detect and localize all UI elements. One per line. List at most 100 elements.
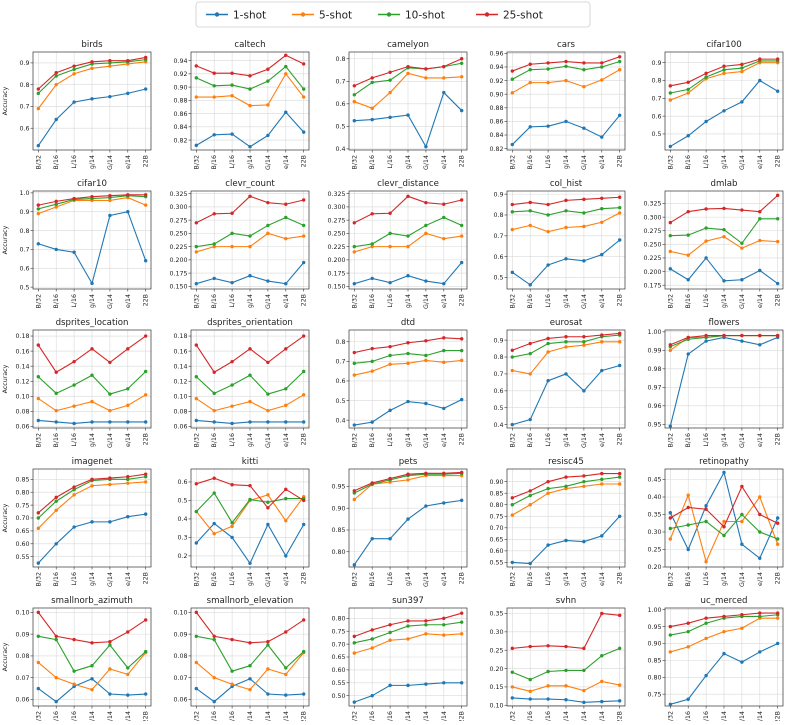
axes-frame xyxy=(506,468,626,568)
data-point-25-shot xyxy=(143,193,148,197)
data-point-25-shot xyxy=(600,333,604,337)
data-point-5-shot xyxy=(546,350,550,354)
legend: 1-shot 5-shot 10-shot 25-shot xyxy=(195,1,591,28)
data-point-5-shot xyxy=(668,249,673,254)
series-5-shot xyxy=(194,650,306,692)
y-tick-label: 0.9 xyxy=(19,60,29,67)
x-tick-label: B/32 xyxy=(509,155,516,169)
x-tick-label: L/16 xyxy=(545,433,552,447)
axes-frame xyxy=(190,190,310,290)
data-point-1-shot xyxy=(388,536,392,541)
y-tick-label: 0.65 xyxy=(15,528,29,535)
y-tick-label: 0.325 xyxy=(169,191,187,198)
panel-title: cifar100 xyxy=(706,40,741,50)
legend-item-1-shot[interactable]: 1-shot xyxy=(206,9,266,21)
data-point-1-shot xyxy=(194,686,199,691)
data-point-5-shot xyxy=(230,404,234,408)
series-1-shot xyxy=(194,521,306,566)
panel-title: caltech xyxy=(234,40,265,50)
data-point-10-shot xyxy=(442,215,446,220)
x-tick-label: B/32 xyxy=(351,433,358,447)
data-point-25-shot xyxy=(582,61,586,65)
x-tick-label: B/32 xyxy=(667,155,674,169)
axes-frame xyxy=(32,329,152,429)
data-point-1-shot xyxy=(54,699,58,704)
x-tick-label: e/14 xyxy=(757,572,764,586)
legend-item-25-shot[interactable]: 25-shot xyxy=(476,9,543,21)
data-point-10-shot xyxy=(36,375,41,379)
data-point-1-shot xyxy=(301,692,306,696)
legend-item-5-shot[interactable]: 5-shot xyxy=(292,9,352,21)
data-point-10-shot xyxy=(212,391,216,396)
data-point-1-shot xyxy=(546,124,550,128)
legend-marker-10-shot xyxy=(386,12,392,17)
series-5-shot xyxy=(668,493,780,564)
y-tick-label: 0.90 xyxy=(647,641,661,648)
data-point-5-shot xyxy=(352,373,357,377)
data-point-1-shot xyxy=(406,517,410,521)
x-tick-label: B/16 xyxy=(685,711,692,721)
x-tick-label: 22B xyxy=(143,155,150,167)
data-point-25-shot xyxy=(668,84,673,88)
data-point-1-shot xyxy=(54,542,58,546)
data-point-10-shot xyxy=(266,500,270,504)
x-tick-label: L/16 xyxy=(703,155,710,169)
series-25-shot xyxy=(668,611,780,629)
legend-item-10-shot[interactable]: 10-shot xyxy=(378,9,445,21)
y-tick-label: 0.92 xyxy=(489,78,503,85)
data-point-1-shot xyxy=(406,113,410,117)
data-point-25-shot xyxy=(248,483,252,488)
data-point-1-shot xyxy=(704,119,708,124)
y-tick-label: 0.86 xyxy=(173,111,187,118)
data-point-10-shot xyxy=(424,353,428,358)
x-tick-label: 22B xyxy=(143,294,150,306)
panel-title: col_hist xyxy=(550,179,583,189)
axes-frame xyxy=(190,329,310,429)
data-point-25-shot xyxy=(388,623,392,627)
data-point-25-shot xyxy=(424,67,428,71)
data-point-25-shot xyxy=(54,199,58,204)
x-tick-label: G/14 xyxy=(423,294,430,309)
data-point-10-shot xyxy=(72,383,76,387)
data-point-5-shot xyxy=(459,632,464,636)
data-point-25-shot xyxy=(758,333,762,338)
data-point-1-shot xyxy=(266,279,270,283)
data-point-10-shot xyxy=(108,643,112,647)
data-point-25-shot xyxy=(370,481,374,485)
data-point-25-shot xyxy=(212,370,216,374)
data-point-1-shot xyxy=(126,91,130,96)
data-point-10-shot xyxy=(617,475,622,479)
data-point-5-shot xyxy=(582,343,586,347)
x-tick-label: B/32 xyxy=(667,294,674,308)
data-point-10-shot xyxy=(668,233,673,238)
data-point-25-shot xyxy=(266,360,270,365)
y-tick-label: 0.10 xyxy=(173,610,187,617)
x-tick-label: L/16 xyxy=(703,294,710,308)
data-point-10-shot xyxy=(546,669,550,674)
x-tick-label: G/14 xyxy=(265,433,272,448)
data-point-25-shot xyxy=(406,619,410,623)
data-point-25-shot xyxy=(686,209,690,214)
data-point-25-shot xyxy=(72,196,76,201)
data-point-25-shot xyxy=(704,507,708,511)
data-point-10-shot xyxy=(266,223,270,228)
data-point-10-shot xyxy=(370,637,374,641)
data-point-1-shot xyxy=(388,683,392,688)
series-10-shot xyxy=(36,369,148,396)
series-25-shot xyxy=(352,470,464,493)
x-tick-label: L/16 xyxy=(387,711,394,721)
data-point-1-shot xyxy=(617,363,622,368)
axes-frame xyxy=(506,329,626,429)
data-point-25-shot xyxy=(72,637,76,642)
data-point-1-shot xyxy=(686,697,690,701)
data-point-25-shot xyxy=(758,512,762,517)
data-point-1-shot xyxy=(704,339,708,343)
data-point-1-shot xyxy=(90,97,94,101)
data-point-25-shot xyxy=(36,511,41,515)
data-point-10-shot xyxy=(388,353,392,358)
x-tick-label: g/14 xyxy=(89,572,96,586)
series-25-shot xyxy=(668,57,780,88)
data-point-5-shot xyxy=(704,239,708,243)
data-point-25-shot xyxy=(126,630,130,634)
panel-title: dmlab xyxy=(711,179,738,189)
